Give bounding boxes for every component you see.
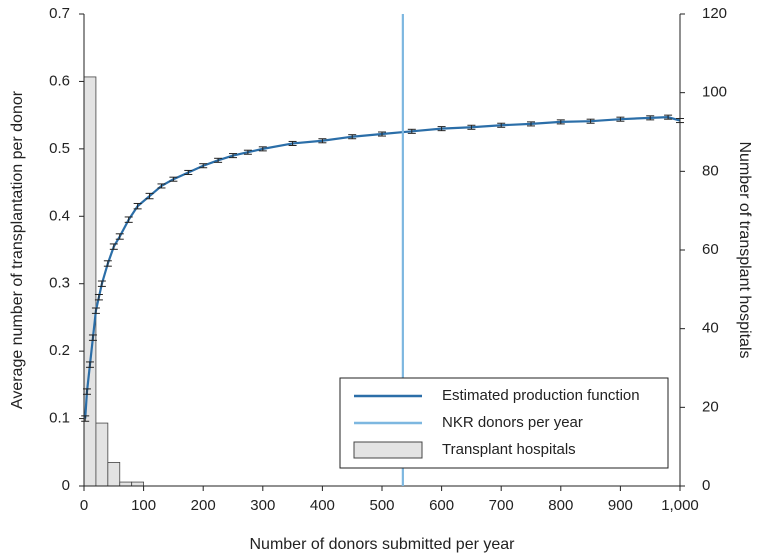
error-bar (88, 334, 97, 341)
error-bar (133, 202, 142, 210)
error-bar (91, 307, 100, 314)
y2-tick-label: 0 (702, 477, 710, 494)
x-tick-label: 900 (608, 497, 633, 514)
y2-tick-label: 20 (702, 398, 719, 415)
error-bar (214, 157, 223, 163)
error-bar (109, 243, 118, 250)
y-tick-label: 0.3 (49, 275, 70, 292)
error-bar (676, 118, 684, 124)
error-bar (81, 415, 90, 422)
error-bar (145, 192, 154, 200)
error-bar (556, 119, 565, 125)
error-bar (407, 128, 416, 134)
error-bar (103, 260, 112, 267)
error-bar (124, 216, 133, 223)
x-tick-label: 600 (429, 497, 454, 514)
histogram-bar (95, 422, 109, 487)
y-tick-label: 0.4 (49, 207, 70, 224)
legend-label: NKR donors per year (442, 414, 583, 431)
x-tick-label: 300 (250, 497, 275, 514)
x-axis-title: Number of donors submitted per year (249, 536, 515, 553)
error-bar (378, 131, 386, 137)
error-bar (258, 146, 267, 152)
x-tick-label: 1,000 (661, 497, 699, 514)
histogram-bar (119, 481, 133, 487)
y2-axis-title: Number of transplant hospitals (736, 142, 753, 359)
y-axis-title: Average number of transplantation per do… (9, 90, 26, 409)
error-bar (97, 280, 106, 287)
y2-tick-label: 80 (702, 162, 719, 179)
error-bar (115, 233, 124, 240)
error-bar (437, 126, 446, 132)
error-bar (82, 388, 91, 395)
error-bar (664, 114, 673, 120)
y-tick-label: 0.1 (49, 410, 70, 427)
y2-tick-label: 60 (702, 241, 719, 258)
line-series (84, 116, 681, 419)
y-tick-label: 0 (62, 477, 70, 494)
histogram-bar (107, 461, 121, 487)
x-tick-label: 800 (548, 497, 573, 514)
error-bar (243, 149, 252, 155)
y2-tick-label: 120 (702, 5, 727, 22)
error-bar (94, 294, 103, 301)
error-bar (616, 116, 625, 122)
error-bar (527, 121, 535, 127)
histogram-bar (131, 481, 144, 487)
error-bar (318, 138, 327, 144)
error-bar (586, 118, 595, 124)
legend-swatch (353, 441, 423, 459)
legend-label: Estimated production function (442, 387, 640, 404)
y2-tick-label: 100 (702, 84, 727, 101)
error-bar (348, 134, 357, 140)
y-tick-label: 0.6 (49, 72, 70, 89)
y-tick-label: 0.7 (49, 5, 70, 22)
error-bar (169, 176, 178, 182)
y-tick-label: 0.5 (49, 140, 70, 157)
error-bar (288, 140, 297, 146)
x-tick-label: 100 (131, 497, 156, 514)
x-tick-label: 200 (191, 497, 216, 514)
x-tick-label: 400 (310, 497, 335, 514)
x-tick-label: 700 (489, 497, 514, 514)
error-bar (497, 122, 506, 128)
error-bar (85, 361, 94, 368)
error-bar (199, 163, 208, 169)
y2-tick-label: 40 (702, 320, 719, 337)
histogram-bar (83, 76, 97, 487)
error-bar (646, 115, 655, 121)
legend-label: Transplant hospitals (442, 441, 576, 458)
x-tick-label: 500 (369, 497, 394, 514)
error-bar (229, 153, 237, 159)
y-tick-label: 0.2 (49, 342, 70, 359)
error-bar (184, 169, 193, 175)
error-bar (157, 183, 166, 189)
error-bar (467, 124, 476, 130)
x-tick-label: 0 (80, 497, 88, 514)
